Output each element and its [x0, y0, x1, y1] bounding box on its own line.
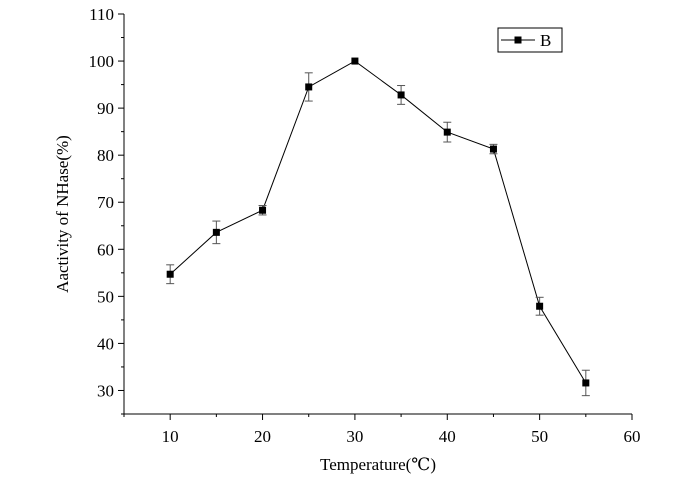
- series-line: [169, 60, 587, 384]
- data-point: [489, 145, 497, 153]
- legend: B: [497, 27, 563, 53]
- data-point: [212, 228, 220, 236]
- y-tick-label: 60: [97, 240, 114, 259]
- y-tick-label: 30: [97, 381, 114, 400]
- y-tick-label: 90: [97, 99, 114, 118]
- x-tick-label: 20: [254, 427, 271, 446]
- legend-marker: [514, 36, 522, 44]
- x-axis-title: Temperature(℃): [320, 455, 436, 474]
- y-tick-label: 110: [89, 5, 114, 24]
- y-tick-label: 70: [97, 193, 114, 212]
- data-point: [259, 206, 267, 214]
- legend-box: [497, 27, 563, 53]
- axes: [123, 14, 632, 415]
- data-point: [536, 302, 544, 310]
- x-tick-label: 10: [162, 427, 179, 446]
- x-tick-label: 30: [346, 427, 363, 446]
- data-point: [166, 270, 174, 278]
- y-tick-label: 80: [97, 146, 114, 165]
- legend-label: B: [540, 31, 551, 50]
- data-point: [305, 83, 313, 91]
- x-tick-label: 40: [439, 427, 456, 446]
- y-axis-title: Aactivity of NHase(%): [53, 135, 72, 293]
- x-tick-label: 50: [531, 427, 548, 446]
- x-tick-label: 60: [624, 427, 641, 446]
- y-tick-label: 50: [97, 287, 114, 306]
- data-point: [582, 379, 590, 387]
- data-point: [397, 91, 405, 99]
- x-axis-ticks: 10 20 30 40 50 60: [123, 414, 641, 446]
- y-tick-label: 100: [89, 52, 115, 71]
- series-layer: [166, 57, 590, 397]
- y-tick-label: 40: [97, 334, 114, 353]
- data-point: [351, 57, 359, 65]
- data-point: [443, 128, 451, 136]
- y-axis-ticks: 30 40 50 60 70 80 90 100 110: [89, 5, 124, 415]
